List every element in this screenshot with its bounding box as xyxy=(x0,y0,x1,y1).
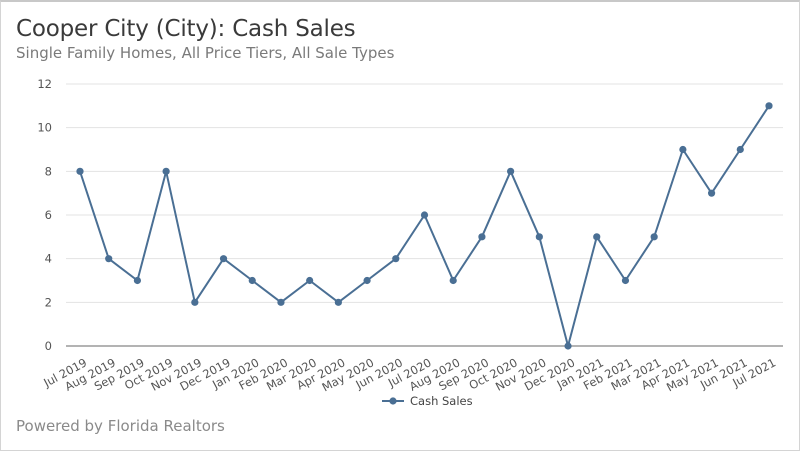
chart-subtitle: Single Family Homes, All Price Tiers, Al… xyxy=(16,44,395,62)
data-point[interactable] xyxy=(707,189,716,197)
y-tick-label: 12 xyxy=(37,77,52,91)
y-tick-label: 2 xyxy=(45,295,52,309)
data-point[interactable] xyxy=(133,276,142,285)
chart-title: Cooper City (City): Cash Sales xyxy=(16,16,356,42)
data-point[interactable] xyxy=(449,276,457,285)
data-point[interactable] xyxy=(679,145,687,154)
y-tick-label: 10 xyxy=(37,121,52,135)
data-point[interactable] xyxy=(277,298,285,306)
data-point[interactable] xyxy=(219,255,228,263)
y-tick-label: 4 xyxy=(45,252,52,266)
data-point[interactable] xyxy=(248,276,256,285)
data-point[interactable] xyxy=(334,298,342,306)
data-point[interactable] xyxy=(105,255,113,263)
powered-by-footer: Powered by Florida Realtors xyxy=(16,417,225,435)
series-cash-sales xyxy=(76,102,773,350)
legend[interactable]: Cash Sales xyxy=(382,394,473,408)
data-point[interactable] xyxy=(564,342,572,350)
data-point[interactable] xyxy=(478,233,486,241)
data-point[interactable] xyxy=(306,276,314,285)
gridlines xyxy=(66,83,783,347)
data-point[interactable] xyxy=(76,167,84,175)
data-point[interactable] xyxy=(621,276,630,285)
legend-label: Cash Sales xyxy=(410,394,473,408)
y-tick-label: 8 xyxy=(45,164,52,178)
series-line xyxy=(79,105,770,347)
data-point[interactable] xyxy=(191,298,199,306)
y-axis-ticks: 0 2 4 6 8 10 12 xyxy=(37,77,52,353)
data-point[interactable] xyxy=(507,167,515,175)
y-tick-label: 6 xyxy=(45,208,52,222)
data-point[interactable] xyxy=(363,276,371,285)
data-point[interactable] xyxy=(765,102,773,110)
data-point[interactable] xyxy=(736,145,744,154)
data-point[interactable] xyxy=(593,233,601,241)
data-point[interactable] xyxy=(420,211,429,219)
data-point[interactable] xyxy=(162,167,170,175)
legend-swatch-marker xyxy=(389,397,397,405)
data-point[interactable] xyxy=(650,233,658,241)
data-point[interactable] xyxy=(392,255,400,263)
data-point[interactable] xyxy=(535,233,543,241)
y-tick-label: 0 xyxy=(45,339,52,353)
